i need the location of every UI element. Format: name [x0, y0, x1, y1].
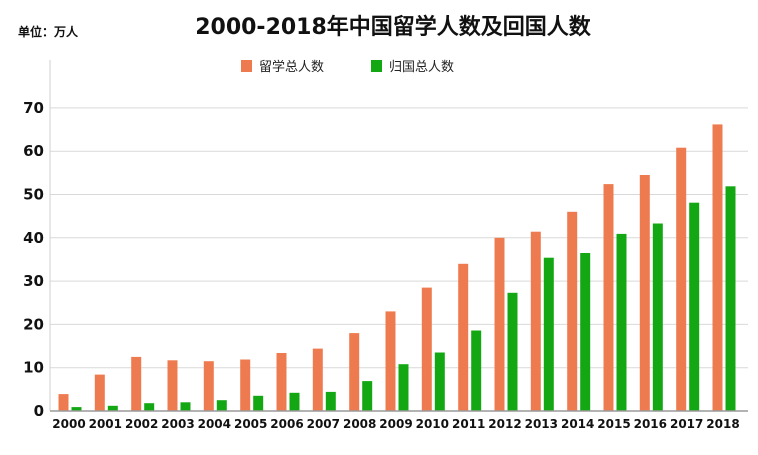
x-tick-label: 2000 — [52, 417, 85, 431]
x-tick-label: 2014 — [561, 417, 594, 431]
x-tick-label: 2008 — [343, 417, 376, 431]
bar-series-2-2013 — [543, 257, 554, 411]
bar-series-1-2006 — [276, 353, 287, 411]
bar-series-1-2015 — [603, 184, 614, 411]
bar-series-1-2009 — [385, 311, 396, 411]
x-tick-label: 2011 — [452, 417, 485, 431]
x-tick-label: 2005 — [234, 417, 267, 431]
y-axis-ticks: 0 10 20 30 40 50 60 70 — [23, 99, 44, 420]
bar-series-1-2002 — [131, 356, 142, 411]
bar-series-2-2018 — [725, 186, 736, 411]
y-tick-label: 20 — [23, 315, 44, 333]
x-tick-label: 2001 — [89, 417, 122, 431]
bar-series-2-2008 — [362, 381, 373, 411]
legend-swatch-series-1 — [241, 60, 252, 72]
legend-label-series-1: 留学总人数 — [259, 59, 324, 75]
y-tick-label: 60 — [23, 142, 44, 160]
bar-series-1-2013 — [530, 231, 541, 411]
bar-series-1-2003 — [167, 360, 178, 411]
bar-series-2-2016 — [652, 223, 663, 411]
x-tick-label: 2013 — [525, 417, 558, 431]
x-tick-label: 2017 — [670, 417, 703, 431]
bar-series-2-2017 — [689, 202, 700, 411]
bar-series-1-2011 — [458, 263, 469, 411]
bar-series-2-2014 — [580, 253, 591, 411]
x-axis-ticks: 2000 2001 2002 2003 2004 2005 2006 2007 2008 2009… — [52, 417, 739, 431]
y-tick-label: 0 — [34, 402, 44, 420]
y-tick-label: 70 — [23, 99, 44, 117]
x-tick-label: 2015 — [597, 417, 630, 431]
x-tick-label: 2016 — [634, 417, 667, 431]
y-tick-label: 30 — [23, 272, 44, 290]
bar-series-2-2010 — [434, 352, 445, 411]
gridlines — [50, 107, 748, 369]
bar-series-1-2007 — [312, 348, 323, 411]
bar-series-1-2005 — [240, 359, 251, 411]
x-tick-label: 2006 — [270, 417, 303, 431]
bar-series-1-2004 — [203, 361, 214, 411]
bar-series-1-2008 — [349, 333, 360, 411]
bar-series-2-2006 — [289, 392, 300, 411]
bar-series-1-2010 — [421, 287, 432, 411]
bar-series-2-2007 — [325, 391, 336, 411]
bar-series-1-2001 — [94, 374, 105, 411]
bar-series-2-2000 — [71, 407, 82, 411]
x-tick-label: 2003 — [161, 417, 194, 431]
x-tick-label: 2018 — [706, 417, 739, 431]
y-tick-label: 50 — [23, 186, 44, 204]
x-tick-label: 2002 — [125, 417, 158, 431]
bar-series-2-2004 — [216, 400, 227, 411]
bar-series-1-2016 — [639, 175, 650, 411]
bars — [58, 124, 736, 412]
y-tick-label: 40 — [23, 229, 44, 247]
bar-series-2-2003 — [180, 402, 191, 411]
bar-series-1-2017 — [676, 147, 687, 411]
x-tick-label: 2007 — [307, 417, 340, 431]
bar-series-1-2018 — [712, 124, 723, 412]
bar-series-2-2012 — [507, 292, 518, 411]
legend: 留学总人数 归国总人数 — [241, 59, 454, 75]
bar-series-1-2000 — [58, 394, 69, 411]
bar-series-2-2001 — [107, 405, 118, 411]
bar-series-1-2014 — [567, 211, 578, 411]
bar-series-2-2002 — [144, 403, 155, 411]
legend-label-series-2: 归国总人数 — [389, 60, 454, 75]
bar-series-1-2012 — [494, 237, 505, 411]
bar-series-2-2009 — [398, 364, 409, 411]
x-tick-label: 2004 — [198, 417, 231, 431]
x-tick-label: 2010 — [416, 417, 449, 431]
chart-title: 2000-2018年中国留学人数及回国人数 — [195, 14, 592, 40]
x-tick-label: 2012 — [488, 417, 521, 431]
bar-series-2-2011 — [471, 330, 482, 411]
x-tick-label: 2009 — [379, 417, 412, 431]
bar-series-2-2015 — [616, 233, 627, 411]
bar-series-2-2005 — [253, 395, 264, 411]
unit-label: 单位：万人 — [18, 24, 79, 39]
legend-swatch-series-2 — [371, 60, 382, 72]
y-tick-label: 10 — [23, 359, 44, 377]
